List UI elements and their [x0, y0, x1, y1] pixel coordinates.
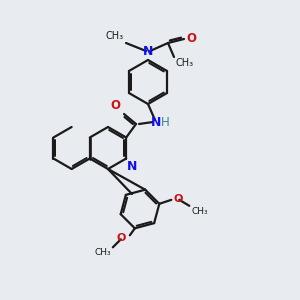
Text: O: O: [173, 194, 183, 204]
Text: N: N: [151, 116, 161, 128]
Text: CH₃: CH₃: [94, 248, 111, 257]
Text: H: H: [160, 116, 169, 128]
Text: O: O: [186, 32, 196, 44]
Text: O: O: [110, 99, 120, 112]
Text: N: N: [127, 160, 138, 172]
Text: CH₃: CH₃: [176, 58, 194, 68]
Text: O: O: [116, 233, 126, 243]
Text: CH₃: CH₃: [191, 207, 208, 216]
Text: CH₃: CH₃: [106, 31, 124, 41]
Text: N: N: [143, 45, 153, 58]
